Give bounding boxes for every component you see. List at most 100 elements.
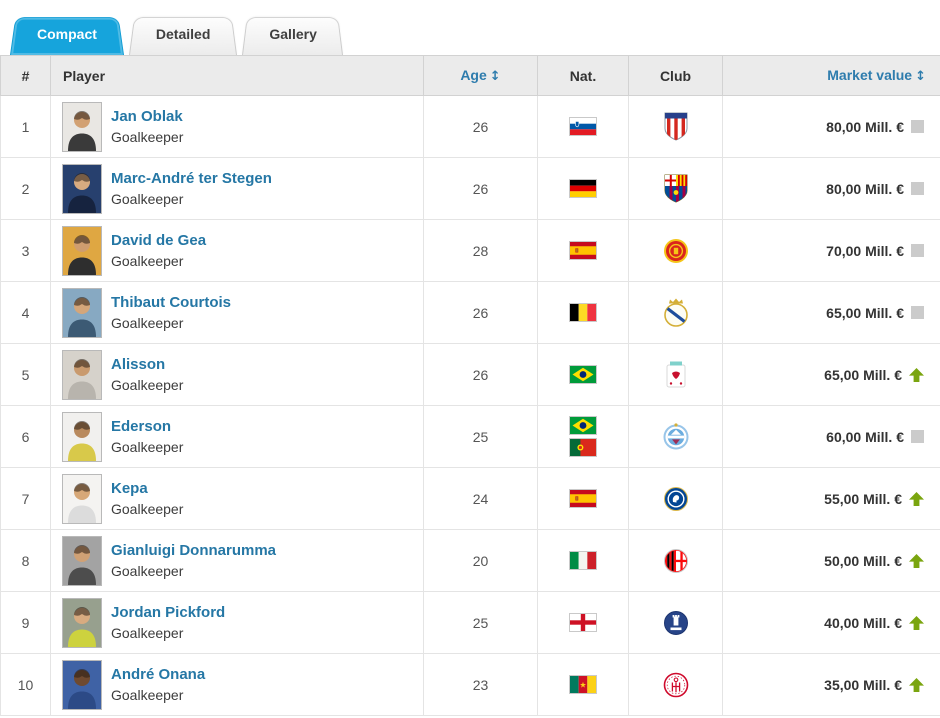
market-value-cell: 55,00 Mill. € xyxy=(722,467,940,530)
player-photo[interactable] xyxy=(62,287,102,338)
club-cell xyxy=(628,653,723,716)
column-header-market-value-sort[interactable]: Market value ↕ xyxy=(722,55,940,96)
player-name-link[interactable]: Kepa xyxy=(111,480,148,497)
england-flag[interactable] xyxy=(569,613,597,632)
player-photo[interactable] xyxy=(62,411,102,462)
nationality-cell xyxy=(537,405,629,468)
player-photo[interactable] xyxy=(62,597,102,648)
age-cell: 25 xyxy=(423,405,538,468)
player-name-link[interactable]: David de Gea xyxy=(111,232,207,249)
player-photo[interactable] xyxy=(62,225,102,276)
player-name-link[interactable]: Alisson xyxy=(111,356,166,373)
tab-detailed[interactable]: Detailed xyxy=(129,13,237,55)
manchester-united-badge[interactable] xyxy=(663,235,689,266)
sort-arrows-icon: ↕ xyxy=(489,69,501,84)
player-name-link[interactable]: Ederson xyxy=(111,418,172,435)
atletico-madrid-badge[interactable] xyxy=(663,111,689,142)
age-header-label: Age xyxy=(460,67,487,83)
market-value-header-label: Market value xyxy=(827,67,913,83)
player-name-link[interactable]: Jan Oblak xyxy=(111,108,183,125)
player-photo[interactable] xyxy=(62,659,102,710)
rank-cell: 4 xyxy=(0,281,51,344)
table-row: 10 André Onana Goalkeeper 23 35,00 Mill.… xyxy=(0,653,940,716)
player-position: Goalkeeper xyxy=(111,501,184,517)
market-value-cell: 40,00 Mill. € xyxy=(722,591,940,654)
player-photo[interactable] xyxy=(62,473,102,524)
real-madrid-badge[interactable] xyxy=(663,297,689,328)
germany-flag[interactable] xyxy=(569,179,597,198)
belgium-flag[interactable] xyxy=(569,303,597,322)
fc-barcelona-badge[interactable] xyxy=(663,173,689,204)
table-row: 9 Jordan Pickford Goalkeeper 25 40,00 Mi… xyxy=(0,591,940,654)
player-name-link[interactable]: Gianluigi Donnarumma xyxy=(111,542,277,559)
rank-cell: 7 xyxy=(0,467,51,530)
table-row: 4 Thibaut Courtois Goalkeeper 26 65,00 M… xyxy=(0,281,940,344)
ac-milan-badge[interactable] xyxy=(663,545,689,576)
age-cell: 26 xyxy=(423,95,538,158)
everton-badge[interactable] xyxy=(663,607,689,638)
trend-steady-icon xyxy=(911,306,924,319)
market-value: 55,00 Mill. € xyxy=(824,490,902,507)
column-header-player: Player xyxy=(50,55,424,96)
player-position: Goalkeeper xyxy=(111,253,184,269)
player-cell: David de Gea Goalkeeper xyxy=(50,219,424,282)
rank-cell: 3 xyxy=(0,219,51,282)
column-header-nationality: Nat. xyxy=(537,55,629,96)
market-value: 80,00 Mill. € xyxy=(826,180,904,197)
club-cell xyxy=(628,529,723,592)
player-photo[interactable] xyxy=(62,163,102,214)
player-position: Goalkeeper xyxy=(111,129,184,145)
player-name-link[interactable]: Thibaut Courtois xyxy=(111,294,231,311)
players-table: # Player Age ↕ Nat. Club Market value ↕ 1 … xyxy=(0,55,940,716)
age-cell: 24 xyxy=(423,467,538,530)
table-row: 3 David de Gea Goalkeeper 28 70,00 Mill.… xyxy=(0,219,940,282)
market-value-cell: 35,00 Mill. € xyxy=(722,653,940,716)
player-cell: Alisson Goalkeeper xyxy=(50,343,424,406)
tab-compact[interactable]: Compact xyxy=(10,13,124,55)
market-value-cell: 50,00 Mill. € xyxy=(722,529,940,592)
manchester-city-badge[interactable] xyxy=(663,421,689,452)
market-value: 40,00 Mill. € xyxy=(824,614,902,631)
brazil-flag[interactable] xyxy=(569,416,597,435)
rank-cell: 8 xyxy=(0,529,51,592)
italy-flag[interactable] xyxy=(569,551,597,570)
ajax-badge[interactable] xyxy=(663,669,689,700)
market-value: 70,00 Mill. € xyxy=(826,242,904,259)
rank-cell: 1 xyxy=(0,95,51,158)
rank-cell: 2 xyxy=(0,157,51,220)
trend-up-icon xyxy=(909,491,924,506)
club-cell xyxy=(628,157,723,220)
spain-flag[interactable] xyxy=(569,241,597,260)
player-position: Goalkeeper xyxy=(111,687,184,703)
player-photo[interactable] xyxy=(62,349,102,400)
liverpool-badge[interactable] xyxy=(663,359,689,390)
trend-steady-icon xyxy=(911,182,924,195)
player-name-link[interactable]: Jordan Pickford xyxy=(111,604,226,621)
column-header-club: Club xyxy=(628,55,723,96)
player-cell: Jan Oblak Goalkeeper xyxy=(50,95,424,158)
tab-gallery[interactable]: Gallery xyxy=(242,13,343,55)
player-name-link[interactable]: Marc-André ter Stegen xyxy=(111,170,272,187)
rank-cell: 5 xyxy=(0,343,51,406)
nationality-cell xyxy=(537,653,629,716)
player-position: Goalkeeper xyxy=(111,439,184,455)
slovenia-flag[interactable] xyxy=(569,117,597,136)
market-value-cell: 65,00 Mill. € xyxy=(722,281,940,344)
portugal-flag[interactable] xyxy=(569,438,597,457)
player-photo[interactable] xyxy=(62,101,102,152)
spain-flag[interactable] xyxy=(569,489,597,508)
cameroon-flag[interactable] xyxy=(569,675,597,694)
nationality-cell xyxy=(537,467,629,530)
club-cell xyxy=(628,95,723,158)
nationality-cell xyxy=(537,529,629,592)
column-header-age-sort[interactable]: Age ↕ xyxy=(423,55,538,96)
age-cell: 26 xyxy=(423,281,538,344)
age-cell: 26 xyxy=(423,343,538,406)
table-row: 5 Alisson Goalkeeper 26 65,00 Mill. € xyxy=(0,343,940,406)
player-photo[interactable] xyxy=(62,535,102,586)
chelsea-badge[interactable] xyxy=(663,483,689,514)
player-name-link[interactable]: André Onana xyxy=(111,666,206,683)
trend-steady-icon xyxy=(911,120,924,133)
brazil-flag[interactable] xyxy=(569,365,597,384)
trend-up-icon xyxy=(909,553,924,568)
